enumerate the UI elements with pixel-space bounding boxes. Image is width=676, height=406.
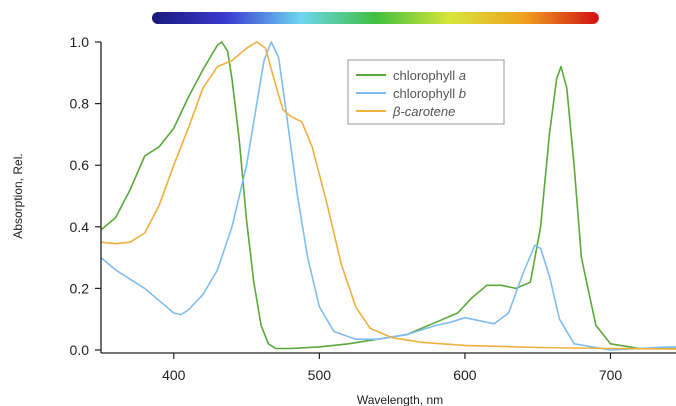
y-tick-label: 0.2 [70, 280, 90, 296]
series-lines [100, 41, 676, 351]
y-tick-label: 0.8 [70, 96, 90, 112]
series-line [100, 41, 676, 350]
x-axis-ticks: 400 500 600 700 [162, 353, 622, 383]
y-tick-label: 0.0 [70, 342, 90, 358]
x-tick-label: 500 [308, 367, 332, 383]
legend: chlorophyll a chlorophyll b β-carotene [347, 59, 505, 125]
y-tick-label: 0.4 [70, 219, 90, 235]
x-tick-label: 400 [162, 367, 186, 383]
series-line [100, 41, 676, 350]
x-tick-label: 600 [453, 367, 477, 383]
y-axis-title: Absorption, Rel. [11, 153, 25, 238]
x-tick-label: 700 [599, 367, 623, 383]
y-tick-label: 1.0 [70, 34, 90, 50]
y-tick-label: 0.6 [70, 157, 90, 173]
series-line [100, 41, 676, 351]
legend-entry: chlorophyll a [393, 68, 466, 83]
x-axis-title: Wavelength, nm [357, 393, 443, 406]
y-axis-ticks: 0.0 0.2 0.4 0.6 0.8 1.0 [70, 34, 101, 358]
visible-spectrum-bar [151, 12, 599, 24]
legend-entry: chlorophyll b [393, 86, 466, 101]
legend-entry: β-carotene [392, 104, 455, 119]
